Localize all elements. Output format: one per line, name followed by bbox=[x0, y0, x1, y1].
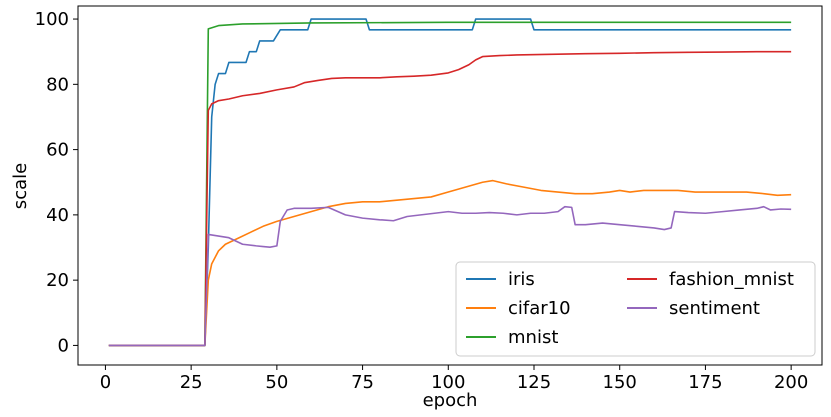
x-tick-label: 175 bbox=[688, 372, 722, 393]
x-tick-label: 25 bbox=[180, 372, 203, 393]
x-tick-label: 50 bbox=[265, 372, 288, 393]
series-line-cifar10 bbox=[108, 179, 792, 347]
y-tick-label: 40 bbox=[46, 205, 69, 226]
y-ticks: 0 20 40 60 80 100 bbox=[35, 9, 78, 356]
plot-frame bbox=[77, 5, 823, 366]
y-tick-label: 20 bbox=[46, 270, 69, 291]
x-ticks: 0 25 50 75 100 125 150 175 200 bbox=[100, 365, 808, 393]
series-line-iris bbox=[108, 18, 792, 347]
series-line-sentiment bbox=[108, 205, 792, 347]
x-tick-label: 75 bbox=[351, 372, 374, 393]
legend-label-fashion-mnist: fashion_mnist bbox=[669, 269, 794, 290]
x-axis-label: epoch bbox=[423, 390, 478, 411]
x-tick-label: 200 bbox=[774, 372, 808, 393]
x-tick-label: 125 bbox=[517, 372, 551, 393]
x-tick-label: 0 bbox=[100, 372, 111, 393]
legend-label-sentiment: sentiment bbox=[669, 298, 760, 319]
y-tick-label: 100 bbox=[35, 9, 69, 30]
legend-label-cifar10: cifar10 bbox=[508, 298, 571, 319]
legend: iris cifar10 mnist fashion_mnist sentiment bbox=[455, 261, 816, 357]
y-tick-label: 80 bbox=[46, 74, 69, 95]
series-layer bbox=[108, 18, 792, 347]
x-tick-label: 100 bbox=[431, 372, 465, 393]
series-line-fashion-mnist bbox=[108, 50, 792, 347]
legend-label-iris: iris bbox=[508, 269, 535, 290]
legend-label-mnist: mnist bbox=[508, 327, 558, 348]
y-tick-label: 60 bbox=[46, 140, 69, 161]
y-tick-label: 0 bbox=[58, 335, 69, 356]
x-tick-label: 150 bbox=[603, 372, 637, 393]
y-axis-label: scale bbox=[10, 163, 31, 209]
